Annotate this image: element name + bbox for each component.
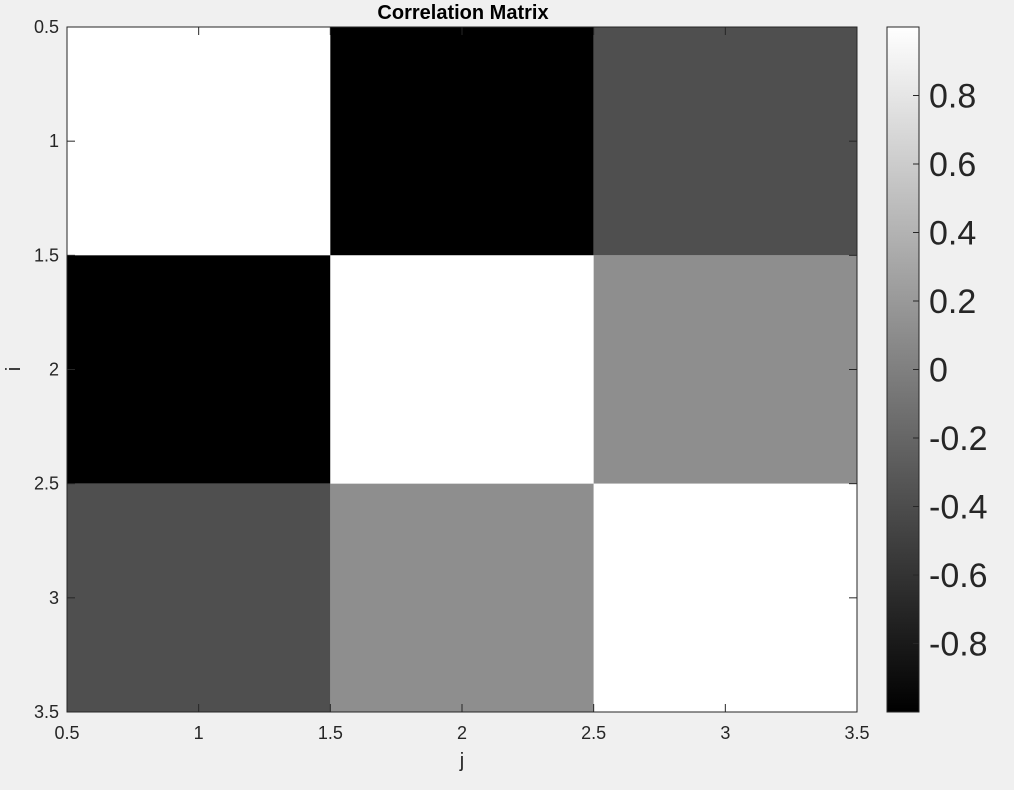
chart-title: Correlation Matrix (377, 2, 548, 24)
y-tick-label: 0.5 (34, 17, 59, 37)
colorbar-tick-label: 0 (929, 352, 948, 390)
colorbar-tick-label: -0.6 (929, 557, 988, 595)
y-tick-label: 1.5 (34, 245, 59, 265)
heatmap-cell-3-2 (330, 483, 594, 712)
x-tick-label: 2.5 (581, 723, 606, 743)
y-axis-label: i (3, 367, 25, 371)
colorbar-tick-label: -0.8 (929, 626, 988, 664)
heatmap-cell-3-1 (67, 483, 331, 712)
heatmap-cells (67, 27, 857, 712)
colorbar-tick-label: 0.8 (929, 78, 976, 116)
heatmap-cell-2-1 (67, 255, 331, 484)
x-tick-label: 1.5 (318, 723, 343, 743)
heatmap-cell-3-3 (593, 483, 857, 712)
y-axis: 0.5 1 1.5 2 2.5 3 3.5 (34, 17, 857, 722)
colorbar-axis: 0.8 0.6 0.4 0.2 0 -0.2 -0.4 -0.6 -0.8 (913, 78, 988, 664)
y-tick-label: 3 (49, 588, 59, 608)
heatmap-cell-1-3 (593, 27, 857, 256)
x-axis: 0.5 1 1.5 2 2.5 3 3.5 (54, 27, 870, 743)
colorbar-tick-label: 0.2 (929, 283, 976, 321)
heatmap-cell-2-3 (593, 255, 857, 484)
x-tick-label: 3.5 (844, 723, 869, 743)
heatmap-cell-1-1 (67, 27, 331, 256)
x-tick-label: 3 (720, 723, 730, 743)
y-tick-label: 2.5 (34, 474, 59, 494)
x-tick-label: 0.5 (54, 723, 79, 743)
colorbar-tick-label: -0.4 (929, 489, 988, 527)
colorbar-tick-label: -0.2 (929, 420, 988, 458)
y-tick-label: 2 (49, 360, 59, 380)
x-tick-label: 1 (194, 723, 204, 743)
x-tick-label: 2 (457, 723, 467, 743)
colorbar-tick-label: 0.6 (929, 146, 976, 184)
y-tick-label: 1 (49, 131, 59, 151)
colorbar-tick-label: 0.4 (929, 215, 976, 253)
heatmap-cell-1-2 (330, 27, 594, 256)
heatmap-cell-2-2 (330, 255, 594, 484)
x-axis-label: j (459, 750, 464, 772)
y-tick-label: 3.5 (34, 702, 59, 722)
